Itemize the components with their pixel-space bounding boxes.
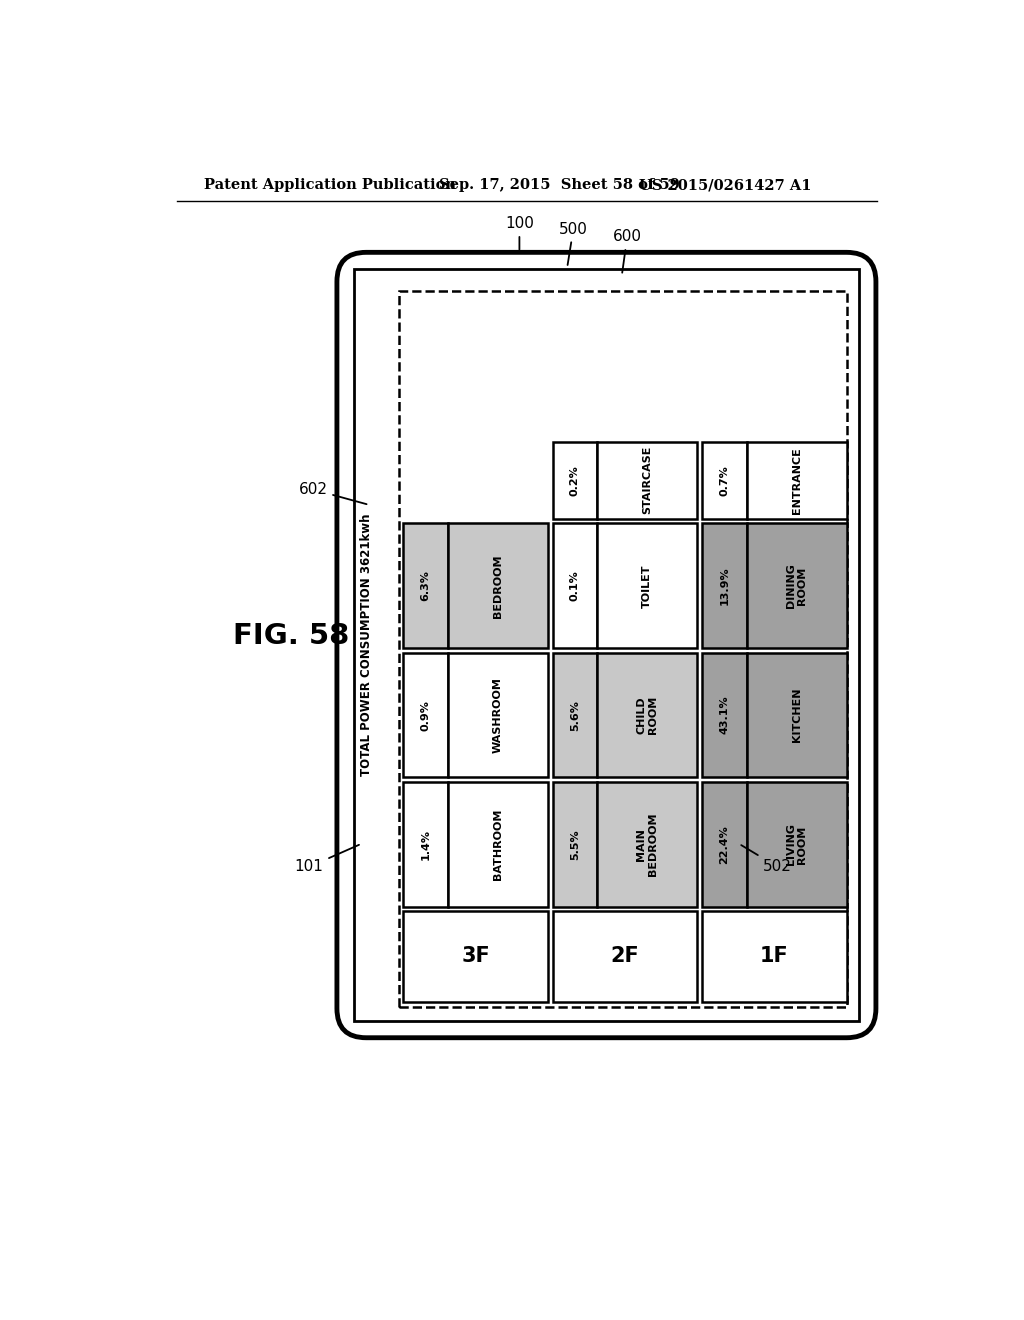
Text: WASHROOM: WASHROOM xyxy=(493,677,503,752)
Bar xyxy=(746,524,847,648)
Bar xyxy=(597,524,697,648)
Text: Patent Application Publication: Patent Application Publication xyxy=(204,178,456,193)
FancyBboxPatch shape xyxy=(337,252,876,1038)
Text: 600: 600 xyxy=(612,230,642,273)
Text: 101: 101 xyxy=(295,845,359,874)
Text: ENTRANCE: ENTRANCE xyxy=(792,447,802,513)
Bar xyxy=(701,781,746,907)
Text: 3F: 3F xyxy=(461,946,489,966)
Text: TOILET: TOILET xyxy=(642,564,652,607)
Bar xyxy=(447,653,548,777)
Text: 602: 602 xyxy=(299,482,367,504)
Bar xyxy=(447,781,548,907)
Bar xyxy=(403,653,447,777)
Bar xyxy=(553,442,597,519)
Text: 13.9%: 13.9% xyxy=(719,566,729,605)
Text: 502: 502 xyxy=(741,845,792,874)
Text: LIVING
ROOM: LIVING ROOM xyxy=(785,824,807,866)
Bar xyxy=(701,911,847,1002)
Bar xyxy=(553,911,697,1002)
Bar xyxy=(597,781,697,907)
Text: STAIRCASE: STAIRCASE xyxy=(642,446,652,515)
Text: 500: 500 xyxy=(559,222,588,265)
Bar xyxy=(746,653,847,777)
Text: 0.9%: 0.9% xyxy=(421,700,430,730)
Bar xyxy=(447,524,548,648)
Text: 0.1%: 0.1% xyxy=(569,570,580,601)
Text: 5.5%: 5.5% xyxy=(569,829,580,859)
Bar xyxy=(403,781,447,907)
Text: 1F: 1F xyxy=(760,946,788,966)
Text: BATHROOM: BATHROOM xyxy=(493,809,503,880)
Text: KITCHEN: KITCHEN xyxy=(792,688,802,742)
Text: 6.3%: 6.3% xyxy=(421,570,430,601)
Bar xyxy=(403,524,447,648)
Text: TOTAL POWER CONSUMPTION 3621kwh: TOTAL POWER CONSUMPTION 3621kwh xyxy=(359,513,373,776)
Text: MAIN
BEDROOM: MAIN BEDROOM xyxy=(637,813,658,876)
Text: 22.4%: 22.4% xyxy=(719,825,729,863)
Bar xyxy=(701,653,746,777)
Text: DINING
ROOM: DINING ROOM xyxy=(785,564,807,609)
Text: 0.7%: 0.7% xyxy=(719,465,729,495)
Bar xyxy=(746,442,847,519)
Bar xyxy=(701,442,746,519)
Text: Sep. 17, 2015  Sheet 58 of 59: Sep. 17, 2015 Sheet 58 of 59 xyxy=(438,178,679,193)
Bar xyxy=(553,524,597,648)
Bar xyxy=(553,653,597,777)
Bar xyxy=(403,911,548,1002)
Bar xyxy=(398,290,847,1007)
Bar xyxy=(701,524,746,648)
Bar xyxy=(597,653,697,777)
Bar xyxy=(354,269,859,1020)
Bar xyxy=(597,442,697,519)
Text: BEDROOM: BEDROOM xyxy=(493,554,503,618)
Text: 2F: 2F xyxy=(610,946,639,966)
Bar xyxy=(746,781,847,907)
Text: 1.4%: 1.4% xyxy=(421,829,430,859)
Text: 100: 100 xyxy=(505,216,534,249)
Text: 43.1%: 43.1% xyxy=(719,696,729,734)
Text: 5.6%: 5.6% xyxy=(569,700,580,730)
Text: CHILD
ROOM: CHILD ROOM xyxy=(637,696,658,734)
Bar xyxy=(553,781,597,907)
Text: US 2015/0261427 A1: US 2015/0261427 A1 xyxy=(639,178,811,193)
Text: 0.2%: 0.2% xyxy=(569,465,580,495)
Text: FIG. 58: FIG. 58 xyxy=(233,622,349,649)
